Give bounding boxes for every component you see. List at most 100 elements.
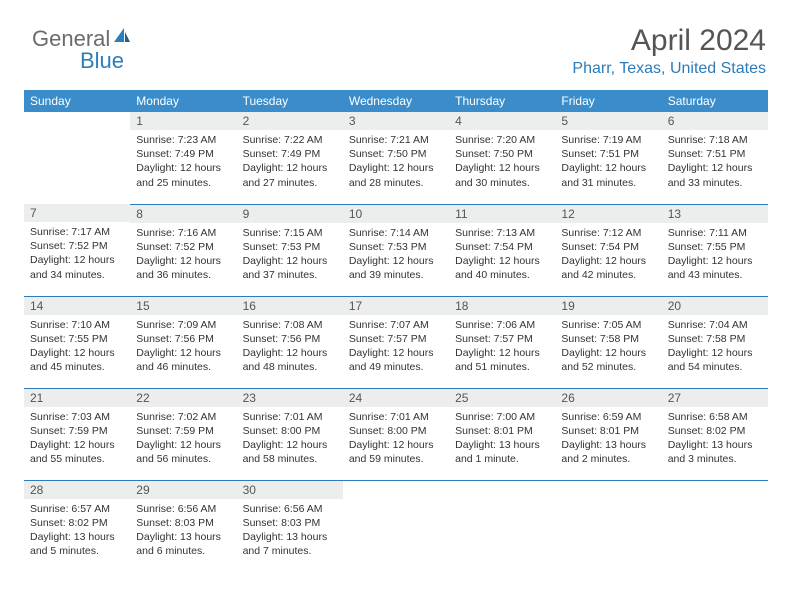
day-number: 20 xyxy=(662,297,768,315)
sunrise-text: Sunrise: 7:05 AM xyxy=(561,318,655,332)
day-info: Sunrise: 7:14 AMSunset: 7:53 PMDaylight:… xyxy=(343,223,449,289)
calendar-cell xyxy=(24,112,130,204)
day-number: 4 xyxy=(449,112,555,130)
calendar-cell: 25Sunrise: 7:00 AMSunset: 8:01 PMDayligh… xyxy=(449,388,555,480)
day-number: 24 xyxy=(343,389,449,407)
day-info: Sunrise: 7:03 AMSunset: 7:59 PMDaylight:… xyxy=(24,407,130,473)
logo-text-2: Blue xyxy=(80,48,124,74)
sunrise-text: Sunrise: 6:58 AM xyxy=(668,410,762,424)
day-number: 15 xyxy=(130,297,236,315)
sunrise-text: Sunrise: 7:23 AM xyxy=(136,133,230,147)
sunrise-text: Sunrise: 6:56 AM xyxy=(243,502,337,516)
calendar-cell: 24Sunrise: 7:01 AMSunset: 8:00 PMDayligh… xyxy=(343,388,449,480)
sunrise-text: Sunrise: 6:57 AM xyxy=(30,502,124,516)
calendar-cell: 9Sunrise: 7:15 AMSunset: 7:53 PMDaylight… xyxy=(237,204,343,296)
daylight-text: Daylight: 13 hours and 2 minutes. xyxy=(561,438,655,466)
calendar-cell xyxy=(449,480,555,572)
day-number: 14 xyxy=(24,297,130,315)
sunset-text: Sunset: 7:58 PM xyxy=(561,332,655,346)
day-number: 25 xyxy=(449,389,555,407)
calendar-row: 14Sunrise: 7:10 AMSunset: 7:55 PMDayligh… xyxy=(24,296,768,388)
sunrise-text: Sunrise: 7:07 AM xyxy=(349,318,443,332)
calendar-cell: 10Sunrise: 7:14 AMSunset: 7:53 PMDayligh… xyxy=(343,204,449,296)
daylight-text: Daylight: 12 hours and 43 minutes. xyxy=(668,254,762,282)
sunset-text: Sunset: 7:50 PM xyxy=(455,147,549,161)
day-number: 29 xyxy=(130,481,236,499)
day-info: Sunrise: 7:19 AMSunset: 7:51 PMDaylight:… xyxy=(555,130,661,196)
sunset-text: Sunset: 7:50 PM xyxy=(349,147,443,161)
day-info: Sunrise: 7:23 AMSunset: 7:49 PMDaylight:… xyxy=(130,130,236,196)
day-number: 21 xyxy=(24,389,130,407)
sunrise-text: Sunrise: 7:04 AM xyxy=(668,318,762,332)
daylight-text: Daylight: 12 hours and 33 minutes. xyxy=(668,161,762,189)
calendar-cell: 2Sunrise: 7:22 AMSunset: 7:49 PMDaylight… xyxy=(237,112,343,204)
sunset-text: Sunset: 8:02 PM xyxy=(30,516,124,530)
calendar-cell: 7Sunrise: 7:17 AMSunset: 7:52 PMDaylight… xyxy=(24,204,130,296)
day-info: Sunrise: 7:16 AMSunset: 7:52 PMDaylight:… xyxy=(130,223,236,289)
daylight-text: Daylight: 12 hours and 28 minutes. xyxy=(349,161,443,189)
day-number: 11 xyxy=(449,205,555,223)
day-number: 2 xyxy=(237,112,343,130)
daylight-text: Daylight: 13 hours and 1 minute. xyxy=(455,438,549,466)
day-info: Sunrise: 7:13 AMSunset: 7:54 PMDaylight:… xyxy=(449,223,555,289)
calendar-table: SundayMondayTuesdayWednesdayThursdayFrid… xyxy=(24,90,768,572)
calendar-row: 28Sunrise: 6:57 AMSunset: 8:02 PMDayligh… xyxy=(24,480,768,572)
day-number: 9 xyxy=(237,205,343,223)
calendar-cell xyxy=(662,480,768,572)
daylight-text: Daylight: 13 hours and 6 minutes. xyxy=(136,530,230,558)
calendar-cell: 11Sunrise: 7:13 AMSunset: 7:54 PMDayligh… xyxy=(449,204,555,296)
sunset-text: Sunset: 8:03 PM xyxy=(136,516,230,530)
sunrise-text: Sunrise: 7:09 AM xyxy=(136,318,230,332)
sunrise-text: Sunrise: 7:13 AM xyxy=(455,226,549,240)
day-number: 27 xyxy=(662,389,768,407)
day-info: Sunrise: 7:20 AMSunset: 7:50 PMDaylight:… xyxy=(449,130,555,196)
calendar-cell: 23Sunrise: 7:01 AMSunset: 8:00 PMDayligh… xyxy=(237,388,343,480)
daylight-text: Daylight: 12 hours and 27 minutes. xyxy=(243,161,337,189)
day-info: Sunrise: 6:57 AMSunset: 8:02 PMDaylight:… xyxy=(24,499,130,565)
day-info: Sunrise: 7:10 AMSunset: 7:55 PMDaylight:… xyxy=(24,315,130,381)
sunset-text: Sunset: 7:51 PM xyxy=(561,147,655,161)
calendar-cell: 13Sunrise: 7:11 AMSunset: 7:55 PMDayligh… xyxy=(662,204,768,296)
sunset-text: Sunset: 8:00 PM xyxy=(243,424,337,438)
daylight-text: Daylight: 12 hours and 30 minutes. xyxy=(455,161,549,189)
day-info: Sunrise: 7:07 AMSunset: 7:57 PMDaylight:… xyxy=(343,315,449,381)
sunrise-text: Sunrise: 6:56 AM xyxy=(136,502,230,516)
day-number: 17 xyxy=(343,297,449,315)
sunrise-text: Sunrise: 7:10 AM xyxy=(30,318,124,332)
calendar-cell: 14Sunrise: 7:10 AMSunset: 7:55 PMDayligh… xyxy=(24,296,130,388)
sunset-text: Sunset: 7:49 PM xyxy=(243,147,337,161)
day-number: 13 xyxy=(662,205,768,223)
daylight-text: Daylight: 13 hours and 5 minutes. xyxy=(30,530,124,558)
calendar-cell: 22Sunrise: 7:02 AMSunset: 7:59 PMDayligh… xyxy=(130,388,236,480)
day-info: Sunrise: 7:12 AMSunset: 7:54 PMDaylight:… xyxy=(555,223,661,289)
sunset-text: Sunset: 7:57 PM xyxy=(349,332,443,346)
calendar-cell: 16Sunrise: 7:08 AMSunset: 7:56 PMDayligh… xyxy=(237,296,343,388)
sunrise-text: Sunrise: 7:08 AM xyxy=(243,318,337,332)
day-number: 3 xyxy=(343,112,449,130)
calendar-cell: 15Sunrise: 7:09 AMSunset: 7:56 PMDayligh… xyxy=(130,296,236,388)
daylight-text: Daylight: 12 hours and 37 minutes. xyxy=(243,254,337,282)
daylight-text: Daylight: 12 hours and 59 minutes. xyxy=(349,438,443,466)
day-info: Sunrise: 6:56 AMSunset: 8:03 PMDaylight:… xyxy=(130,499,236,565)
weekday-header: Sunday xyxy=(24,90,130,112)
day-info: Sunrise: 7:04 AMSunset: 7:58 PMDaylight:… xyxy=(662,315,768,381)
sunset-text: Sunset: 7:59 PM xyxy=(136,424,230,438)
calendar-cell: 3Sunrise: 7:21 AMSunset: 7:50 PMDaylight… xyxy=(343,112,449,204)
day-info: Sunrise: 7:01 AMSunset: 8:00 PMDaylight:… xyxy=(343,407,449,473)
day-number: 10 xyxy=(343,205,449,223)
calendar-cell: 1Sunrise: 7:23 AMSunset: 7:49 PMDaylight… xyxy=(130,112,236,204)
daylight-text: Daylight: 12 hours and 58 minutes. xyxy=(243,438,337,466)
day-number: 19 xyxy=(555,297,661,315)
sunset-text: Sunset: 7:56 PM xyxy=(243,332,337,346)
sunset-text: Sunset: 8:02 PM xyxy=(668,424,762,438)
sunrise-text: Sunrise: 7:17 AM xyxy=(30,225,124,239)
daylight-text: Daylight: 13 hours and 7 minutes. xyxy=(243,530,337,558)
day-info: Sunrise: 7:18 AMSunset: 7:51 PMDaylight:… xyxy=(662,130,768,196)
sunset-text: Sunset: 7:58 PM xyxy=(668,332,762,346)
daylight-text: Daylight: 12 hours and 49 minutes. xyxy=(349,346,443,374)
day-info: Sunrise: 6:59 AMSunset: 8:01 PMDaylight:… xyxy=(555,407,661,473)
day-info: Sunrise: 6:58 AMSunset: 8:02 PMDaylight:… xyxy=(662,407,768,473)
sunset-text: Sunset: 8:01 PM xyxy=(561,424,655,438)
calendar-cell: 20Sunrise: 7:04 AMSunset: 7:58 PMDayligh… xyxy=(662,296,768,388)
weekday-header: Monday xyxy=(130,90,236,112)
